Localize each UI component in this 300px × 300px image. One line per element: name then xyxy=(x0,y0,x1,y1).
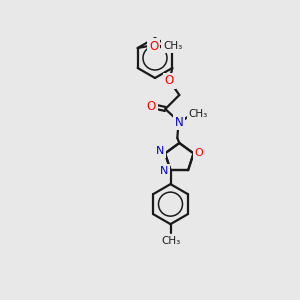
Text: CH₃: CH₃ xyxy=(161,236,180,246)
Text: N: N xyxy=(160,166,169,176)
Text: O: O xyxy=(147,100,156,113)
Text: O: O xyxy=(165,74,174,88)
Text: N: N xyxy=(156,146,164,156)
Text: O: O xyxy=(194,148,203,158)
Text: CH₃: CH₃ xyxy=(163,41,182,51)
Text: CH₃: CH₃ xyxy=(189,109,208,119)
Text: O: O xyxy=(149,40,158,52)
Text: N: N xyxy=(175,116,184,128)
